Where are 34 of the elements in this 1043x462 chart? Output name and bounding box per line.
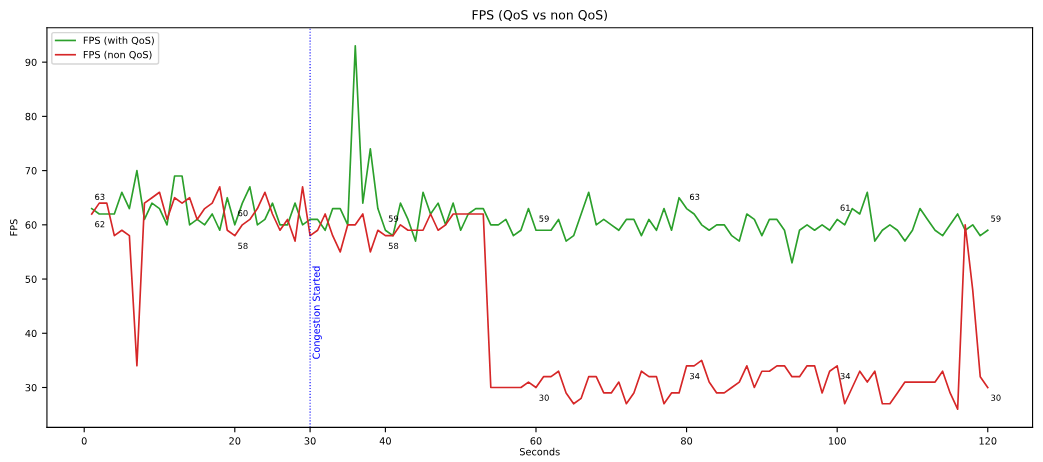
- data-label: 62: [95, 221, 105, 228]
- data-label: 30: [991, 394, 1001, 401]
- data-label: 30: [539, 394, 549, 401]
- x-tick-label: 100: [828, 437, 846, 445]
- y-tick-label: 60: [25, 221, 37, 229]
- x-tick-label: 20: [229, 437, 241, 445]
- line-series: [90, 186, 989, 411]
- y-tick-label: 30: [25, 383, 37, 392]
- ref-line-label: Congestion Started: [312, 266, 322, 359]
- chart-title: FPS (QoS vs non QoS): [472, 9, 607, 22]
- data-label: 34: [689, 372, 700, 380]
- data-label: 63: [689, 193, 700, 200]
- data-label: 59: [539, 215, 549, 222]
- y-tick-label: 50: [25, 275, 37, 283]
- data-label: 63: [95, 193, 105, 200]
- data-label: 34: [840, 372, 851, 380]
- x-tick-label: 40: [379, 437, 391, 445]
- data-label: 59: [991, 215, 1001, 222]
- x-tick-label: 80: [681, 437, 693, 445]
- x-tick-label: 120: [979, 437, 997, 445]
- data-label: 58: [238, 242, 248, 250]
- x-tick-label: 60: [530, 437, 542, 445]
- y-tick-label: 80: [25, 112, 37, 121]
- x-tick-label: 0: [81, 437, 87, 445]
- legend-label: FPS (with QoS): [83, 36, 154, 46]
- data-label: 58: [388, 242, 399, 250]
- data-label: 61: [840, 204, 850, 211]
- x-axis-title: Seconds: [519, 447, 560, 456]
- y-tick-label: 70: [25, 167, 37, 175]
- y-tick-label: 90: [25, 58, 37, 66]
- x-tick-label: 30: [304, 437, 316, 445]
- y-axis-title: FPS: [10, 219, 18, 236]
- y-tick-label: 40: [25, 329, 37, 338]
- legend-label: FPS (non QoS): [83, 50, 152, 60]
